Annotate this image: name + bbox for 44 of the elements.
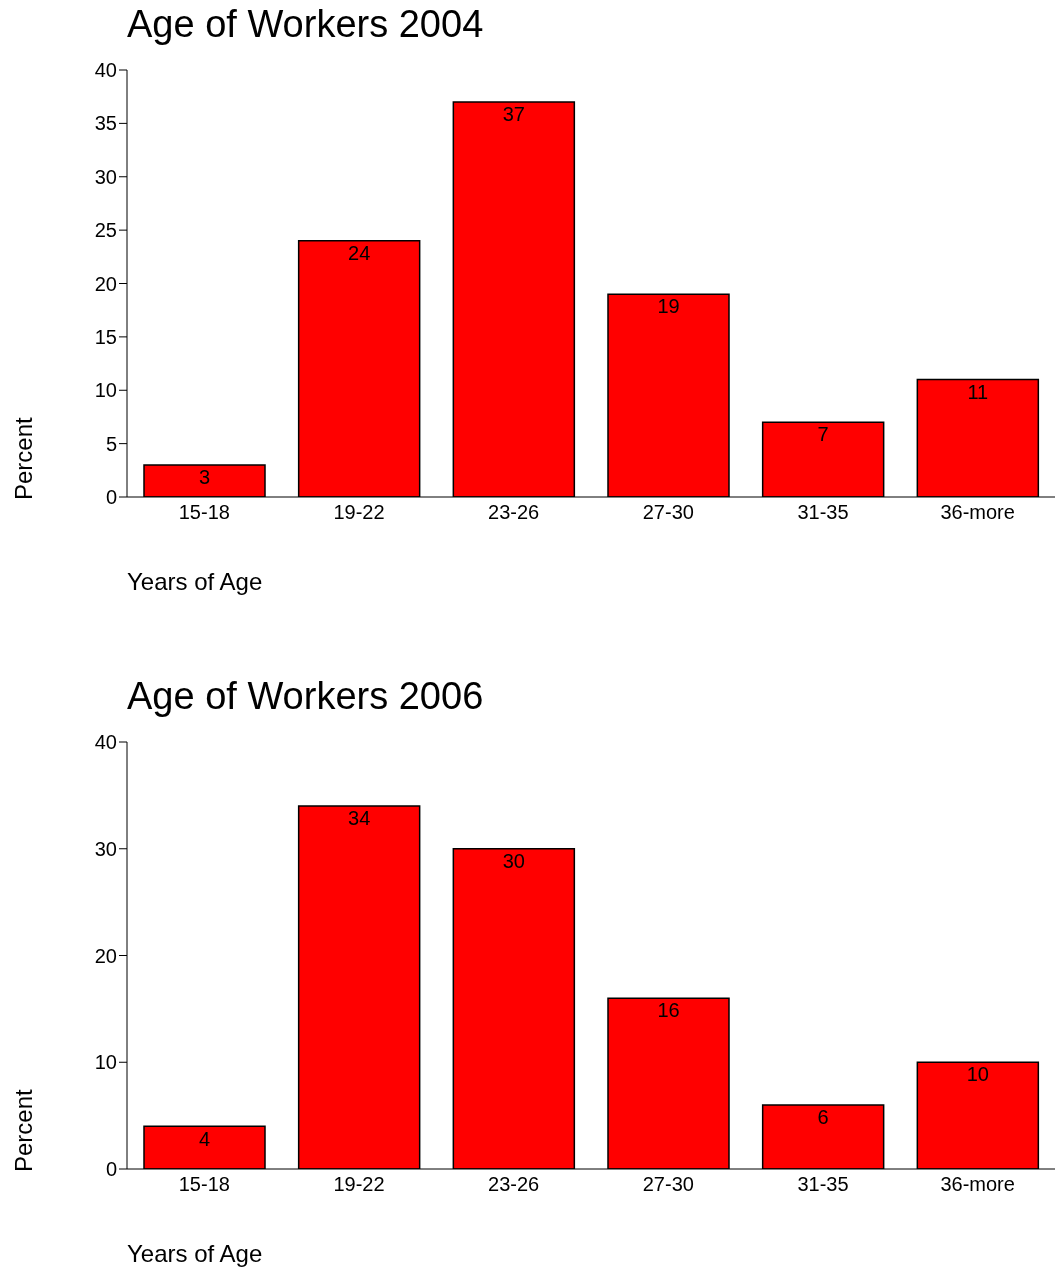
y-axis-title: Percent [10,417,38,500]
y-tick-label: 10 [94,379,117,402]
y-tick-label: 30 [94,837,117,860]
y-tick-label: 0 [105,1158,117,1181]
y-tick-label: 40 [94,59,117,82]
y-tick-label: 0 [105,486,117,509]
data-label: 16 [657,999,680,1022]
x-tick-label: 23-26 [488,1173,540,1196]
x-tick-label: 15-18 [178,1173,230,1196]
data-label: 37 [502,103,525,126]
chart-title: Age of Workers 2004 [127,2,484,47]
y-tick-label: 25 [94,219,117,242]
x-axis-title: Years of Age [127,1240,263,1268]
x-tick-label: 19-22 [333,501,385,524]
y-tick-label: 15 [94,325,117,348]
y-tick-label: 20 [94,944,117,967]
x-tick-label: 36-more [940,501,1015,524]
data-label: 19 [657,295,680,318]
y-tick-label: 35 [94,112,117,135]
data-label: 6 [817,1106,829,1129]
x-tick-label: 31-35 [797,501,849,524]
chart-title: Age of Workers 2006 [127,674,484,719]
data-label: 7 [817,423,829,446]
x-tick-label: 27-30 [642,1173,694,1196]
y-tick-label: 40 [94,731,117,754]
data-label: 34 [348,807,371,830]
x-tick-label: 23-26 [488,501,540,524]
x-tick-label: 19-22 [333,1173,385,1196]
y-tick-label: 10 [94,1051,117,1074]
data-label: 3 [198,466,211,489]
x-tick-label: 36-more [940,1173,1015,1196]
y-tick-label: 20 [94,272,117,295]
x-tick-label: 27-30 [642,501,694,524]
y-axis-title: Percent [10,1089,38,1172]
x-axis-title: Years of Age [127,568,263,596]
x-tick-label: 31-35 [797,1173,849,1196]
data-label: 4 [198,1127,211,1150]
data-label: 30 [502,849,525,872]
y-tick-label: 30 [94,165,117,188]
data-label: 10 [966,1063,989,1086]
y-tick-label: 5 [105,432,117,455]
x-tick-label: 15-18 [178,501,230,524]
data-label: 11 [967,380,989,403]
data-label: 24 [348,242,371,264]
